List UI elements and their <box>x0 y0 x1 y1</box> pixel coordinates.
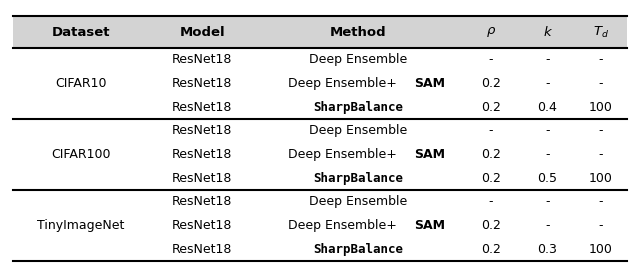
Text: -: - <box>545 124 550 137</box>
Text: Deep Ensemble: Deep Ensemble <box>309 195 407 208</box>
Text: 0.2: 0.2 <box>481 219 500 232</box>
Bar <box>13 72 627 95</box>
Text: -: - <box>598 195 603 208</box>
Text: SAM: SAM <box>414 77 445 90</box>
Text: Deep Ensemble: Deep Ensemble <box>309 53 407 66</box>
Text: -: - <box>598 77 603 90</box>
Bar <box>13 16 627 48</box>
Text: ResNet18: ResNet18 <box>172 53 232 66</box>
Text: Deep Ensemble+: Deep Ensemble+ <box>288 77 397 90</box>
Text: -: - <box>545 148 550 161</box>
Text: 0.3: 0.3 <box>538 243 557 256</box>
Text: Deep Ensemble+: Deep Ensemble+ <box>288 148 397 161</box>
Text: ResNet18: ResNet18 <box>172 124 232 137</box>
Text: Deep Ensemble+: Deep Ensemble+ <box>288 219 397 232</box>
Text: 100: 100 <box>589 101 612 114</box>
Text: 0.2: 0.2 <box>481 101 500 114</box>
Text: ResNet18: ResNet18 <box>172 243 232 256</box>
Text: SAM: SAM <box>414 148 445 161</box>
Text: -: - <box>545 77 550 90</box>
Text: ResNet18: ResNet18 <box>172 77 232 90</box>
Text: 0.2: 0.2 <box>481 77 500 90</box>
Text: ResNet18: ResNet18 <box>172 101 232 114</box>
Text: SharpBalance: SharpBalance <box>313 101 403 114</box>
Bar <box>13 119 627 143</box>
Bar <box>13 166 627 190</box>
Text: ResNet18: ResNet18 <box>172 148 232 161</box>
Bar <box>13 48 627 72</box>
Text: 0.2: 0.2 <box>481 148 500 161</box>
Text: 100: 100 <box>589 172 612 185</box>
Bar <box>13 190 627 214</box>
Text: 0.2: 0.2 <box>481 243 500 256</box>
Text: -: - <box>598 124 603 137</box>
Text: -: - <box>545 53 550 66</box>
Text: 0.4: 0.4 <box>538 101 557 114</box>
Text: -: - <box>598 148 603 161</box>
Text: $T_d$: $T_d$ <box>593 24 609 40</box>
Text: ResNet18: ResNet18 <box>172 219 232 232</box>
Text: CIFAR10: CIFAR10 <box>55 77 107 90</box>
Text: ResNet18: ResNet18 <box>172 195 232 208</box>
Text: SharpBalance: SharpBalance <box>313 243 403 256</box>
Bar <box>13 214 627 237</box>
Text: CIFAR100: CIFAR100 <box>51 148 111 161</box>
Text: -: - <box>488 53 493 66</box>
Text: -: - <box>545 219 550 232</box>
Text: Deep Ensemble: Deep Ensemble <box>309 124 407 137</box>
Bar <box>13 95 627 119</box>
Text: -: - <box>488 195 493 208</box>
Text: 100: 100 <box>589 243 612 256</box>
Bar <box>13 143 627 166</box>
Bar <box>13 237 627 261</box>
Text: SharpBalance: SharpBalance <box>313 172 403 185</box>
Text: ResNet18: ResNet18 <box>172 172 232 185</box>
Text: 0.5: 0.5 <box>538 172 557 185</box>
Text: -: - <box>598 53 603 66</box>
Text: -: - <box>598 219 603 232</box>
Text: Model: Model <box>180 26 225 38</box>
Text: TinyImageNet: TinyImageNet <box>37 219 125 232</box>
Text: Method: Method <box>330 26 386 38</box>
Text: -: - <box>545 195 550 208</box>
Text: $\rho$: $\rho$ <box>486 25 496 39</box>
Text: -: - <box>488 124 493 137</box>
Text: 0.2: 0.2 <box>481 172 500 185</box>
Text: $k$: $k$ <box>543 25 552 39</box>
Text: Dataset: Dataset <box>52 26 110 38</box>
Text: SAM: SAM <box>414 219 445 232</box>
